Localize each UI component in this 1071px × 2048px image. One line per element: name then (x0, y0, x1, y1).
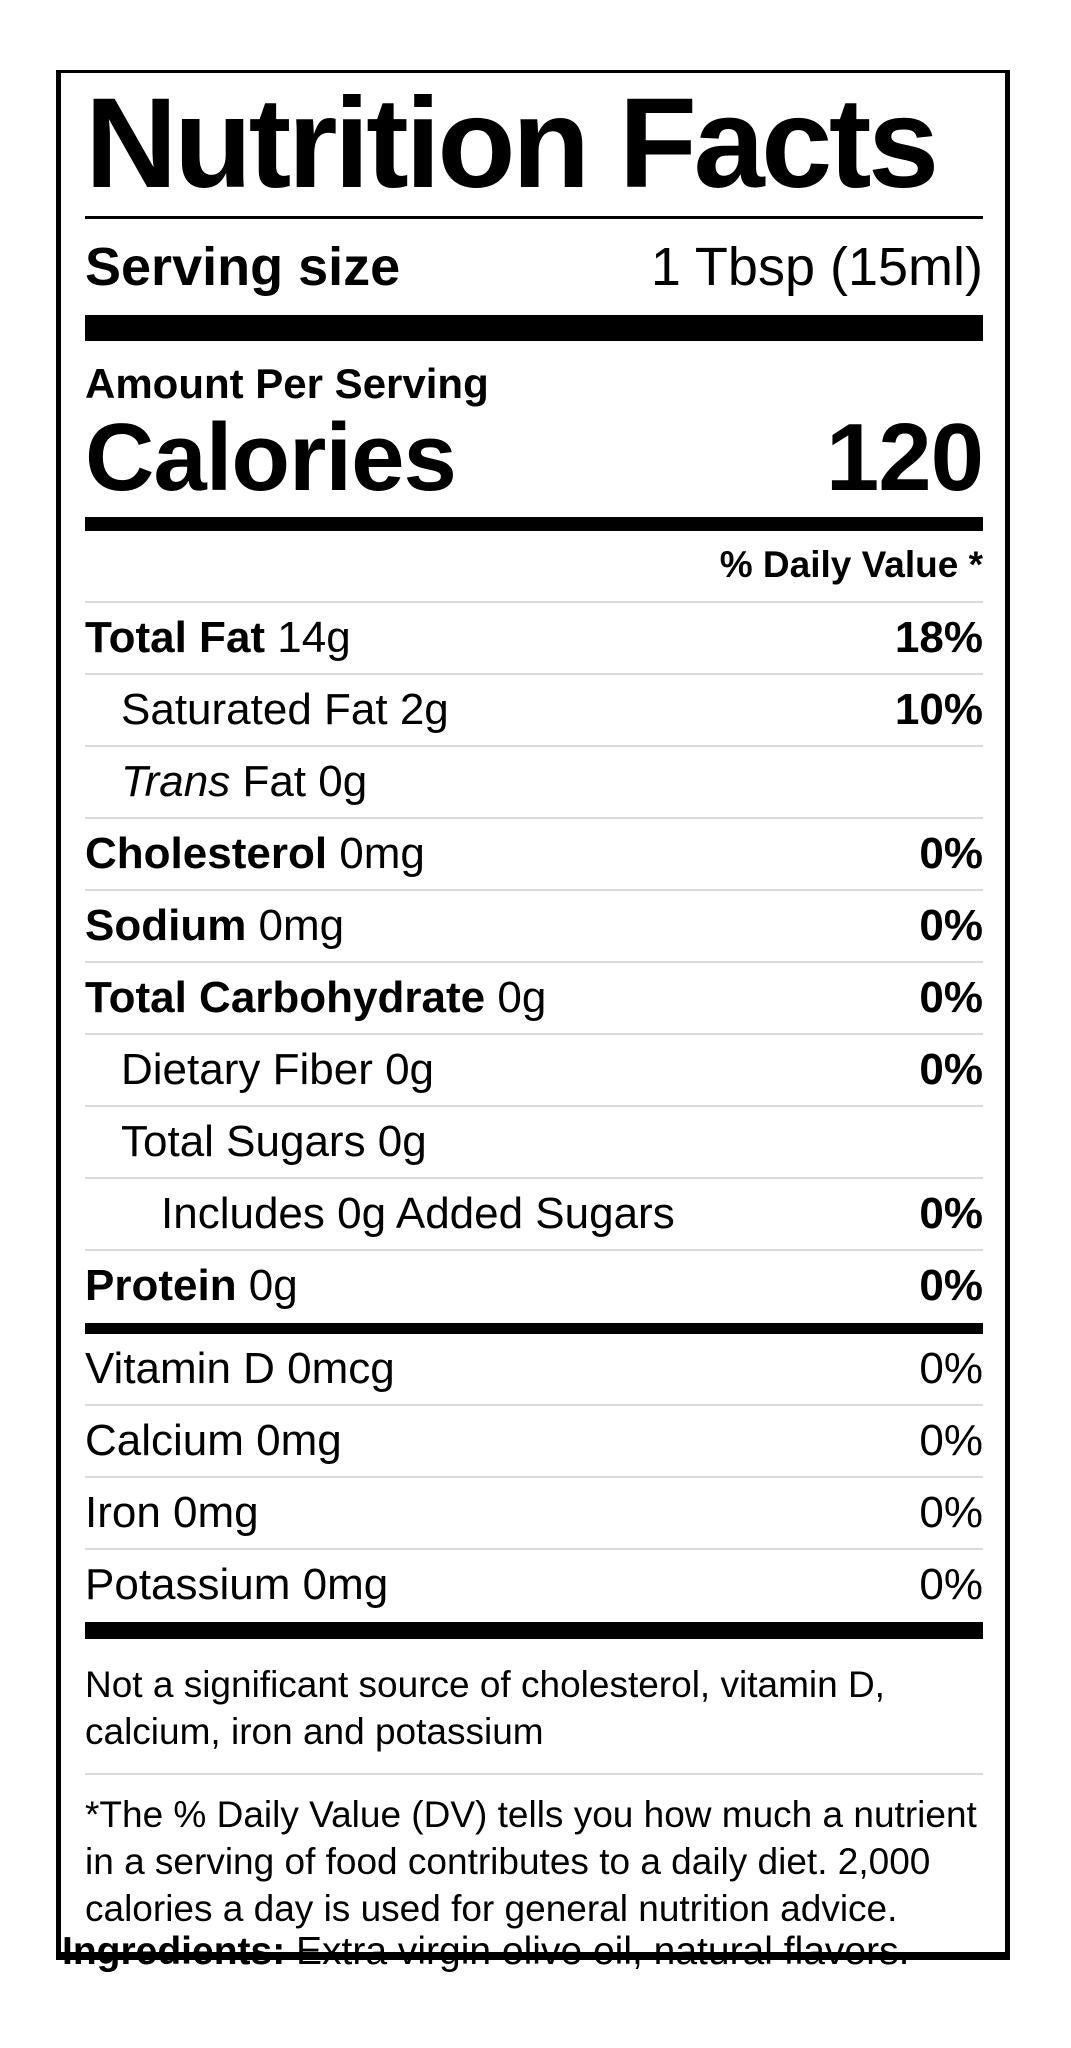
serving-size-row: Serving size 1 Tbsp (15ml) (85, 235, 983, 299)
nutrient-daily-value: 18% (894, 612, 983, 662)
nutrient-row: Total Carbohydrate 0g 0% (85, 963, 983, 1035)
thick-divider-bottom (85, 1621, 983, 1639)
label-title: Nutrition Facts (85, 72, 939, 215)
vitamin-row: Calcium 0mg 0% (85, 1406, 983, 1478)
nutrient-name: Dietary Fiber 0g (121, 1044, 435, 1094)
daily-value-footnote: *The % Daily Value (DV) tells you how mu… (85, 1793, 977, 1929)
nutrient-daily-value: 0% (919, 1415, 983, 1465)
vitamin-row: Potassium 0mg 0% (85, 1550, 983, 1622)
nutrient-name: Saturated Fat 2g (121, 684, 449, 734)
serving-size-value: 1 Tbsp (15ml) (650, 236, 983, 297)
title-divider (85, 215, 983, 219)
nutrient-name: Calcium 0mg (85, 1415, 342, 1465)
nutrient-name: Vitamin D 0mcg (85, 1343, 395, 1393)
nutrient-name: Potassium 0mg (85, 1559, 389, 1609)
nutrient-row: Saturated Fat 2g 10% (85, 675, 983, 747)
nutrient-name: Trans Fat 0g (121, 756, 368, 806)
nutrient-name: Total Fat 14g (85, 612, 351, 662)
nutrient-name: Total Sugars 0g (121, 1116, 427, 1166)
nutrient-name: Sodium 0mg (85, 900, 345, 950)
vitamin-row: Iron 0mg 0% (85, 1478, 983, 1550)
nutrient-daily-value: 0% (919, 900, 983, 950)
thick-divider-top (85, 314, 983, 341)
nutrient-name: Protein 0g (85, 1260, 298, 1310)
vitamin-rows: Vitamin D 0mcg 0% Calcium 0mg 0% Iron 0mg 0% P… (85, 1334, 983, 1622)
nutrient-row: Total Sugars 0g (85, 1107, 983, 1179)
nutrient-row: Dietary Fiber 0g 0% (85, 1035, 983, 1107)
calories-value: 120 (825, 403, 984, 511)
nutrient-daily-value: 0% (919, 1343, 983, 1393)
serving-size-label: Serving size (85, 236, 401, 297)
nutrient-row: Includes 0g Added Sugars 0% (85, 1179, 983, 1251)
ingredients-value: Extra virgin olive oil, natural flavors. (296, 1930, 910, 1973)
ingredients-label: Ingredients: (62, 1930, 286, 1973)
nutrient-row: Sodium 0mg 0% (85, 891, 983, 963)
calories-row: Calories 120 (85, 403, 984, 511)
amount-per-serving-label: Amount Per Serving (85, 359, 489, 407)
nutrient-daily-value: 0% (919, 1260, 983, 1310)
nutrient-row: Trans Fat 0g (85, 747, 983, 819)
daily-value-header: % Daily Value * (85, 531, 983, 603)
not-significant-note: Not a significant source of cholesterol,… (85, 1661, 983, 1775)
nutrient-daily-value: 10% (894, 684, 983, 734)
nutrient-row: Protein 0g 0% (85, 1251, 983, 1323)
nutrient-name: Includes 0g Added Sugars (161, 1188, 675, 1238)
nutrient-row: Total Fat 14g 18% (85, 603, 983, 675)
nutrient-daily-value: 0% (919, 1487, 983, 1537)
nutrient-name: Iron 0mg (85, 1487, 259, 1537)
ingredients-line: Ingredients: Extra virgin olive oil, nat… (62, 1928, 1012, 1976)
nutrition-facts-label: Nutrition Facts Serving size 1 Tbsp (15m… (56, 70, 1010, 1960)
calories-divider (85, 516, 983, 531)
nutrient-daily-value: 0% (919, 972, 983, 1022)
nutrient-daily-value: 0% (919, 1044, 983, 1094)
nutrient-daily-value: 0% (919, 1188, 983, 1238)
nutrient-daily-value: 0% (919, 1559, 983, 1609)
thick-divider-middle (85, 1322, 983, 1334)
nutrient-name: Cholesterol 0mg (85, 828, 425, 878)
nutrient-rows: Total Fat 14g 18% Saturated Fat 2g 10% Trans… (85, 603, 983, 1323)
calories-label: Calories (85, 403, 457, 511)
nutrient-name: Total Carbohydrate 0g (85, 972, 547, 1022)
nutrient-daily-value: 0% (919, 828, 983, 878)
vitamin-row: Vitamin D 0mcg 0% (85, 1334, 983, 1406)
nutrient-row: Cholesterol 0mg 0% (85, 819, 983, 891)
